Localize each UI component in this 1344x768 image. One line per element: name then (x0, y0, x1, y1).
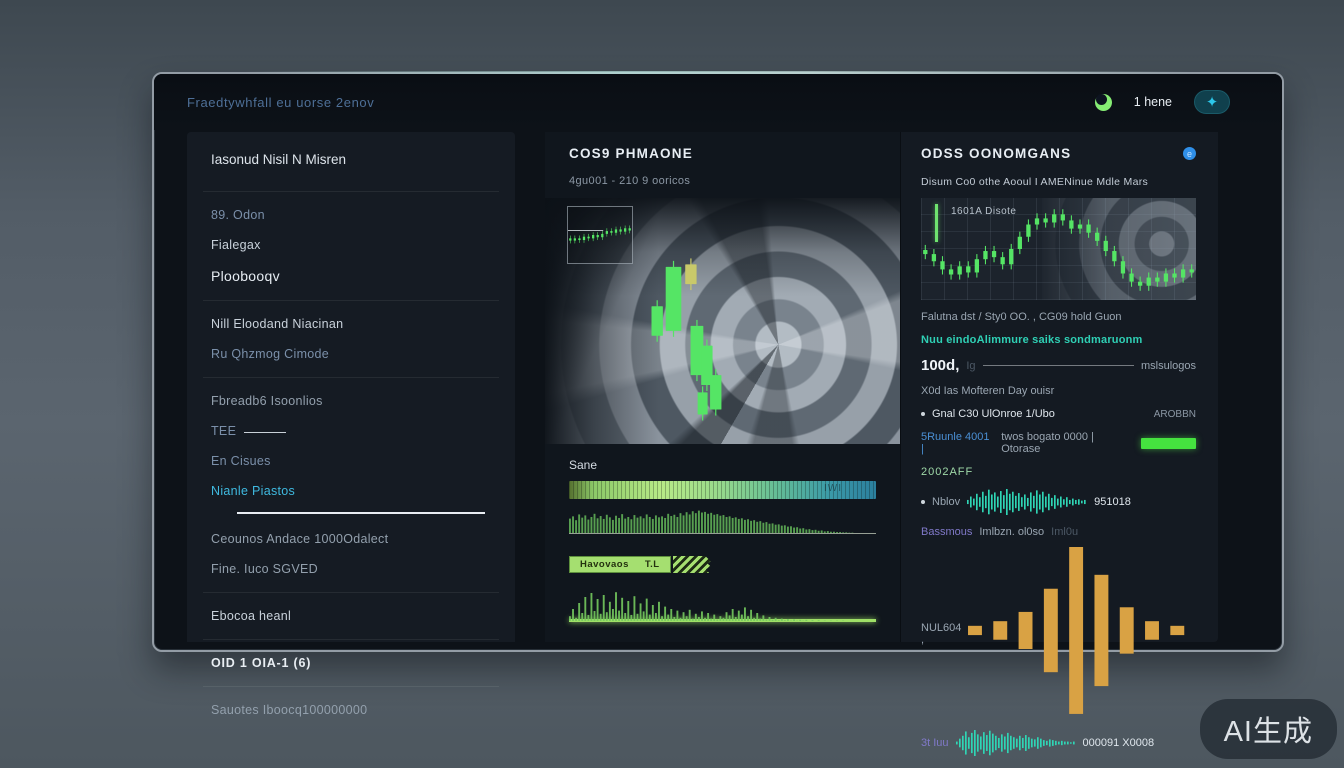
window-title: Fraedtywhfall eu uorse 2enov (187, 94, 375, 110)
purple-prefix-1: Bassmous (921, 526, 973, 538)
purple-row-2[interactable]: 3t Iuu 000091 X0008 (921, 729, 1196, 756)
chart-marker-label: 1601A Disote (951, 206, 1017, 217)
right-title-row: ODSS OONOMGANS e (921, 146, 1196, 161)
chart-swirl-backdrop (1042, 198, 1196, 300)
right-panel: ODSS OONOMGANS e Disum Co0 othe Aooul I … (900, 132, 1218, 768)
section-label: Sane (569, 458, 598, 472)
sidebar-item-ebocoa[interactable]: Ebocoa heanl (211, 609, 292, 623)
mini-candlestick-chart (567, 206, 633, 264)
divider (203, 191, 499, 192)
pill-text: Havovaos (580, 559, 629, 570)
ai-generated-watermark: AI生成 (1199, 699, 1337, 759)
divider (203, 300, 499, 301)
blue-row-label: twos bogato 0000 | Otorase (1001, 431, 1094, 455)
active-item-underline (237, 512, 485, 514)
sidebar-item-tee[interactable]: TEE (209, 416, 493, 446)
sidebar-item-nianle-active[interactable]: Nianle Piastos (211, 484, 296, 498)
days-row: X0d Ias Mofteren Day ouisr (921, 385, 1055, 397)
info-dot-icon[interactable]: e (1183, 147, 1196, 160)
sidebar-item-eloodand[interactable]: Nill Eloodand Niacinan (211, 317, 344, 331)
bullet-row-2[interactable]: Nblov 951018 (921, 489, 1196, 515)
blue-prefix: 5Ruunle 4001 | (921, 431, 990, 455)
scatter-candles-overlay (545, 198, 900, 444)
meta-row: Falutna dst / Sty0 OO. , CG09 hold Guon (921, 311, 1122, 323)
code-row-2: 2M6853776 (921, 767, 1196, 768)
header-actions: 1 hene ✦ (1094, 90, 1230, 114)
sidebar-heading: Iasonud Nisil N Misren (211, 152, 347, 167)
sidebar-item-sauotes[interactable]: Sauotes Iboocq100000000 (211, 703, 368, 717)
sidebar-item-fialegax[interactable]: Fialegax (211, 238, 261, 252)
purple-row-1-faint: Iml0u (1051, 526, 1079, 538)
bullet-row-1-label: Gnal C30 UlOnroe 1/Ubo (932, 408, 1055, 420)
volume-histogram-1 (569, 501, 876, 534)
blue-link-row[interactable]: 5Ruunle 4001 | twos bogato 0000 | Otoras… (921, 431, 1196, 455)
sidebar-item-cisues[interactable]: En Cisues (211, 454, 271, 468)
middle-subtitle: 4gu001 - 210 9 ooricos (569, 175, 691, 187)
value-sub: Ig (966, 359, 976, 372)
havovaos-pill-button[interactable]: Havovaos T.L (569, 556, 671, 573)
histogram-baseline (569, 533, 876, 534)
divider (203, 686, 499, 687)
input-underline (244, 432, 287, 433)
sidebar-item-fbreadbs[interactable]: Fbreadb6 Isoonlios (211, 394, 323, 408)
sidebar-item-fine[interactable]: Fine. Iuco SGVED (211, 562, 318, 576)
sidebar-item-ceounos[interactable]: Ceounos Andace 1000Odalect (211, 532, 389, 546)
divider (203, 377, 499, 378)
app-window: Fraedtywhfall eu uorse 2enov 1 hene ✦ Ia… (152, 71, 1284, 768)
sidebar-item-label: TEE (211, 424, 237, 438)
sparkline-a (967, 489, 1087, 515)
bullet-row-2-label: Nblov (932, 496, 961, 508)
theme-moon-icon[interactable] (1094, 93, 1112, 111)
strip-label: IWI (824, 483, 842, 494)
teal-link-row[interactable]: Nuu eindoAlimmure saiks sondmaruonm (921, 334, 1143, 346)
swirl-fade (545, 198, 900, 444)
green-progress-bar (1140, 437, 1196, 449)
middle-panel: COS9 PHMAONE 4gu001 - 210 9 ooricos Sane… (545, 132, 900, 642)
bullet-icon (921, 412, 925, 416)
value-right-label: mslsulogos (1140, 359, 1196, 372)
rule-line (982, 365, 1134, 366)
sidebar-item-oid[interactable]: OID 1 OIA-1 (6) (211, 656, 312, 670)
window-header: Fraedtywhfall eu uorse 2enov 1 hene ✦ (154, 74, 1282, 130)
gradient-density-strip: IWI (569, 481, 876, 499)
big-value: 100d, (921, 357, 960, 374)
sparkline-b (955, 729, 1076, 756)
nul-label: NUL604 , (921, 621, 962, 646)
volume-histogram-2 (569, 581, 876, 622)
chart-marker-line (935, 204, 938, 242)
divider (203, 592, 499, 593)
right-title: ODSS OONOMGANS (921, 146, 1072, 161)
pill-hatch-decoration (672, 556, 711, 573)
nul-row: NUL604 , (921, 547, 1196, 719)
middle-title: COS9 PHMAONE (569, 146, 693, 161)
pill-row: Havovaos T.L (569, 556, 876, 573)
sidebar-item-qhzmog[interactable]: Ru Qhzmog Cimode (211, 347, 330, 361)
divider (203, 639, 499, 640)
bullet-row-1[interactable]: Gnal C30 UlOnroe 1/Ubo AROBBN (921, 408, 1196, 420)
pill-value: T.L (644, 559, 660, 570)
add-button[interactable]: ✦ (1194, 90, 1230, 114)
bullet-icon (921, 500, 925, 504)
orange-spike-icon (968, 547, 1196, 717)
purple-row-1-label: Imlbzn. ol0so (979, 526, 1045, 538)
right-subtitle: Disum Co0 othe Aooul I AMENinue Mdle Mar… (921, 176, 1149, 188)
bullet-row-2-right: 951018 (1094, 496, 1131, 508)
code-row-1: 2002AFF (921, 466, 974, 478)
sidebar-item-ploobooqv[interactable]: Ploobooqv (211, 268, 280, 284)
purple-row-1[interactable]: Bassmous Imlbzn. ol0so Iml0u (921, 526, 1196, 538)
abstract-swirl-visual (545, 198, 900, 444)
purple-row-2-right: 000091 X0008 (1082, 736, 1155, 749)
purple-prefix-2: 3t Iuu (921, 736, 949, 749)
right-candlestick-chart: 1601A Disote (921, 198, 1196, 300)
sidebar-item-odon[interactable]: 89. Odon (211, 208, 265, 222)
plus-sparkle-icon: ✦ (1205, 94, 1219, 111)
header-count: 1 hene (1133, 95, 1172, 109)
value-row: 100d, Ig mslsulogos (921, 357, 1196, 374)
bullet-row-1-right: AROBBN (1153, 408, 1196, 420)
sidebar: Iasonud Nisil N Misren 89. Odon Fialegax… (187, 132, 515, 717)
